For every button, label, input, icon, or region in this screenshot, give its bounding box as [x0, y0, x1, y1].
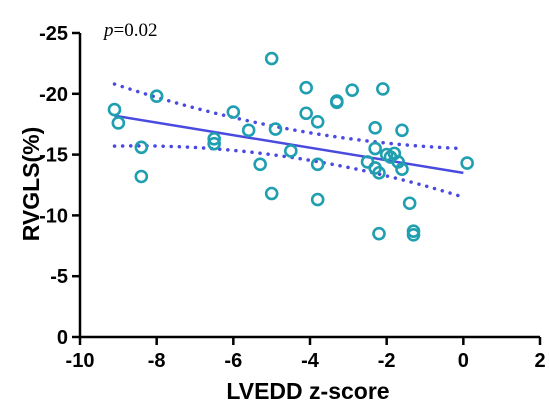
data-point	[460, 156, 474, 170]
x-tick-label: -10	[66, 350, 95, 372]
data-point	[264, 51, 279, 66]
regression-line	[114, 114, 464, 175]
x-tick-label: -4	[301, 350, 320, 372]
data-point	[310, 192, 325, 207]
data-point	[395, 162, 409, 176]
ci-upper-curve	[112, 82, 466, 151]
data-point	[376, 82, 390, 96]
y-tick-label: 0	[57, 327, 68, 349]
data-point	[207, 131, 221, 146]
data-point	[264, 186, 279, 201]
y-tick-label: -25	[39, 23, 68, 45]
data-point	[345, 83, 359, 97]
data-point	[310, 114, 325, 129]
plot-area	[107, 51, 474, 242]
data-point	[368, 141, 382, 156]
x-tick-label: -2	[378, 350, 396, 372]
data-point	[372, 226, 386, 241]
data-point	[368, 121, 382, 135]
data-point	[226, 105, 241, 119]
data-point	[299, 106, 313, 121]
p-value-annotation: p=0.02	[102, 20, 157, 41]
p-value-italic: p	[102, 20, 114, 41]
x-axis-title: LVEDD z-score	[226, 378, 389, 404]
y-tick-label: -10	[39, 205, 68, 227]
data-point	[134, 169, 149, 184]
x-tick-label: -6	[224, 350, 242, 372]
x-tick-label: -8	[148, 350, 166, 372]
p-value-text: =0.02	[114, 20, 158, 41]
data-point	[330, 95, 344, 110]
data-point	[107, 102, 122, 117]
x-tick-label: 0	[458, 350, 469, 372]
data-point	[241, 123, 256, 138]
data-point	[134, 140, 149, 155]
data-point	[310, 157, 325, 172]
data-point	[207, 136, 221, 151]
data-point	[402, 196, 417, 211]
y-tick-label: -15	[39, 145, 68, 167]
y-tick-label: -5	[50, 266, 68, 288]
data-point	[253, 157, 267, 172]
data-point	[111, 116, 126, 130]
data-point	[406, 228, 421, 242]
data-point	[268, 122, 283, 136]
data-point	[299, 80, 313, 95]
data-point	[284, 144, 298, 158]
ci-lower-curve	[112, 144, 466, 199]
y-axis-title: RVGLS(%)	[18, 127, 44, 242]
axes: 0-5-10-15-20-25-10 -8 -6 -4 -2 0 2	[39, 23, 545, 372]
y-tick-label: -20	[39, 84, 68, 106]
data-point	[395, 123, 409, 138]
data-point	[149, 89, 164, 104]
data-point	[372, 166, 386, 180]
x-tick-label: 2	[534, 350, 545, 372]
